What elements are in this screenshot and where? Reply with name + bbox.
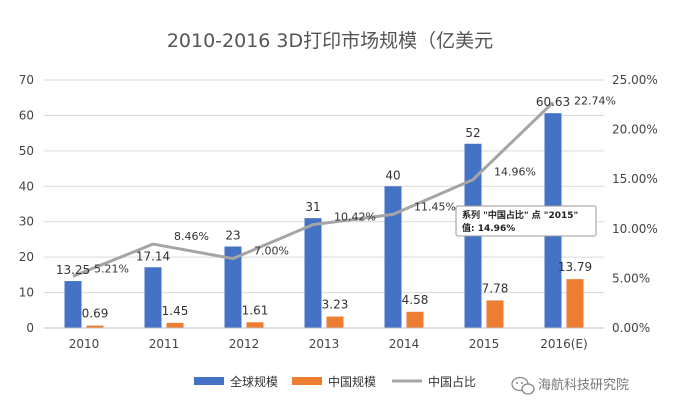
data-labels: 13.25 17.14 23 31 40 52 60.63 0.69 1.45 1.61 3.23 4… bbox=[56, 94, 616, 320]
data-label-share: 10.42% bbox=[334, 211, 376, 224]
x-tick-label: 2012 bbox=[229, 337, 260, 351]
data-label-china: 13.79 bbox=[558, 260, 592, 274]
x-tick-label: 2013 bbox=[309, 337, 340, 351]
bar-china bbox=[246, 322, 264, 328]
y-axis-left: 0 10 20 30 40 50 60 70 bbox=[19, 73, 34, 335]
data-label-share: 11.45% bbox=[414, 200, 456, 213]
bar-china bbox=[326, 316, 344, 328]
y-tick-label-left: 60 bbox=[19, 108, 34, 122]
bar-global bbox=[304, 218, 322, 328]
y-tick-label-left: 20 bbox=[19, 250, 34, 264]
legend: 全球规模 中国规模 中国占比 bbox=[194, 374, 476, 389]
data-label-share: 22.74% bbox=[574, 94, 616, 107]
x-tick-label: 2014 bbox=[389, 337, 420, 351]
x-tick-label: 2016(E) bbox=[540, 337, 587, 351]
bar-global bbox=[384, 186, 402, 328]
y-tick-label-right: 20.00% bbox=[612, 123, 658, 137]
data-label-global: 23 bbox=[225, 229, 240, 243]
bar-global bbox=[144, 267, 162, 328]
tooltip: 系列 "中国占比" 点 "2015" 值: 14.96% bbox=[455, 205, 597, 237]
y-tick-label-left: 70 bbox=[19, 73, 34, 87]
tooltip-line1: 系列 "中国占比" 点 "2015" bbox=[462, 209, 578, 221]
y-tick-label-left: 40 bbox=[19, 179, 34, 193]
y-tick-label-right: 10.00% bbox=[612, 222, 658, 236]
data-label-share: 8.46% bbox=[174, 230, 209, 243]
data-label-share: 5.21% bbox=[94, 262, 129, 275]
y-tick-label-right: 15.00% bbox=[612, 172, 658, 186]
bar-global bbox=[64, 281, 82, 328]
y-tick-label-left: 30 bbox=[19, 215, 34, 229]
y-axis-right: 0.00% 5.00% 10.00% 15.00% 20.00% 25.00% bbox=[612, 73, 658, 335]
bar-china bbox=[406, 311, 424, 328]
data-label-china: 4.58 bbox=[402, 293, 429, 307]
data-label-china: 3.23 bbox=[322, 298, 349, 312]
data-label-china: 7.78 bbox=[482, 281, 509, 295]
wechat-icon bbox=[511, 376, 535, 395]
bar-china bbox=[86, 325, 104, 328]
legend-label-china: 中国规模 bbox=[328, 374, 376, 389]
y-tick-label-left: 10 bbox=[19, 286, 34, 300]
data-label-china: 1.61 bbox=[242, 303, 269, 317]
legend-swatch-global bbox=[194, 377, 224, 385]
line-share bbox=[72, 101, 555, 278]
legend-label-global: 全球规模 bbox=[230, 374, 278, 389]
data-label-global: 60.63 bbox=[536, 95, 570, 109]
x-tick-label: 2011 bbox=[149, 337, 180, 351]
bar-china bbox=[166, 322, 184, 328]
y-tick-label-right: 5.00% bbox=[612, 271, 650, 285]
gridlines bbox=[44, 79, 604, 329]
share-line bbox=[72, 101, 555, 278]
chart-title: 2010-2016 3D打印市场规模（亿美元 bbox=[167, 30, 493, 52]
data-label-share: 14.96% bbox=[494, 166, 536, 179]
y-tick-label-left: 50 bbox=[19, 144, 34, 158]
legend-swatch-china bbox=[292, 377, 322, 385]
data-label-china: 1.45 bbox=[162, 304, 189, 318]
data-label-global: 40 bbox=[385, 168, 400, 182]
data-label-global: 17.14 bbox=[136, 249, 170, 263]
tooltip-line2: 值: 14.96% bbox=[462, 222, 515, 234]
tooltip-box bbox=[455, 205, 597, 237]
data-label-share: 7.00% bbox=[254, 245, 289, 258]
watermark-text: 海航科技研究院 bbox=[538, 377, 629, 393]
y-tick-label-left: 0 bbox=[26, 321, 34, 335]
watermark: 海航科技研究院 bbox=[511, 376, 629, 395]
data-label-china: 0.69 bbox=[82, 307, 109, 321]
y-tick-label-right: 25.00% bbox=[612, 73, 658, 87]
x-tick-label: 2010 bbox=[69, 337, 100, 351]
legend-label-share: 中国占比 bbox=[428, 374, 476, 389]
bar-global bbox=[224, 246, 242, 328]
x-tick-label: 2015 bbox=[469, 337, 500, 351]
data-label-global: 52 bbox=[465, 126, 480, 140]
data-label-global: 31 bbox=[305, 200, 320, 214]
x-axis: 2010 2011 2012 2013 2014 2015 2016(E) bbox=[44, 327, 604, 351]
bar-china bbox=[486, 300, 504, 328]
bar-china bbox=[566, 279, 584, 328]
data-label-global: 13.25 bbox=[56, 263, 90, 277]
y-tick-label-right: 0.00% bbox=[612, 321, 650, 335]
